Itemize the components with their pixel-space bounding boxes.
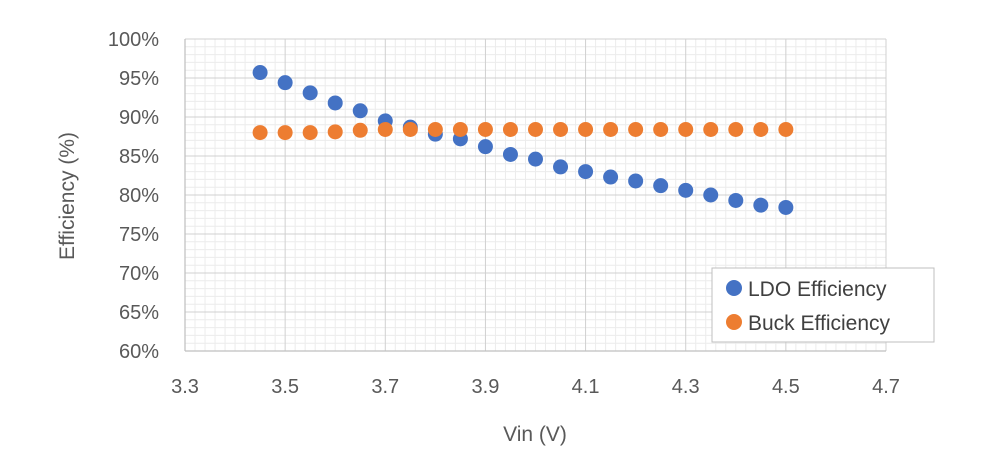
x-tick-label: 3.3 bbox=[171, 376, 199, 398]
data-point bbox=[653, 121, 669, 137]
y-tick-label: 65% bbox=[119, 302, 159, 324]
legend: LDO Efficiency Buck Efficiency bbox=[711, 267, 935, 343]
y-axis-title: Efficiency (%) bbox=[56, 132, 79, 260]
x-tick-label: 4.5 bbox=[772, 376, 800, 398]
data-point bbox=[528, 121, 543, 137]
data-point bbox=[628, 121, 644, 137]
data-point bbox=[302, 125, 318, 141]
data-point bbox=[252, 65, 268, 81]
legend-label-buck: Buck Efficiency bbox=[748, 312, 891, 335]
grid bbox=[184, 38, 887, 352]
data-point bbox=[327, 95, 343, 111]
data-point bbox=[678, 121, 694, 137]
data-point bbox=[778, 199, 794, 215]
y-tick-label: 60% bbox=[119, 341, 159, 363]
data-point bbox=[377, 121, 393, 137]
data-point bbox=[553, 121, 569, 137]
data-point bbox=[477, 121, 493, 137]
data-point bbox=[753, 197, 769, 213]
y-tick-label: 100% bbox=[108, 29, 159, 51]
legend-label-ldo: LDO Efficiency bbox=[748, 278, 887, 301]
data-point bbox=[703, 187, 719, 203]
data-point bbox=[502, 121, 518, 137]
data-point bbox=[553, 159, 569, 175]
y-tick-label: 70% bbox=[119, 263, 159, 285]
data-point bbox=[427, 121, 443, 137]
x-axis-title: Vin (V) bbox=[503, 423, 567, 446]
y-tick-label: 80% bbox=[119, 185, 159, 207]
x-tick-label: 3.9 bbox=[472, 376, 500, 398]
legend-marker-buck bbox=[726, 314, 742, 330]
data-point bbox=[603, 121, 619, 137]
x-tick-label: 3.7 bbox=[371, 376, 399, 398]
x-tick-label: 4.3 bbox=[672, 376, 700, 398]
data-point bbox=[628, 173, 644, 189]
data-point bbox=[778, 121, 794, 137]
data-point bbox=[277, 125, 293, 141]
data-point bbox=[327, 124, 343, 140]
x-tick-label: 3.5 bbox=[271, 376, 299, 398]
data-point bbox=[728, 121, 744, 137]
data-point bbox=[352, 122, 368, 138]
data-point bbox=[603, 169, 619, 185]
y-tick-label: 95% bbox=[119, 68, 159, 90]
y-tick-label: 90% bbox=[119, 107, 159, 129]
legend-marker-ldo bbox=[726, 280, 742, 296]
legend-box bbox=[711, 267, 935, 343]
y-tick-labels: 60% 65% 70% 75% 80% 85% 90% 95% 100% bbox=[108, 29, 159, 363]
x-tick-labels: 3.3 3.5 3.7 3.9 4.1 4.3 4.5 4.7 bbox=[171, 376, 900, 398]
data-point bbox=[578, 121, 594, 137]
data-point bbox=[753, 121, 769, 137]
data-point bbox=[452, 121, 468, 137]
data-point bbox=[653, 178, 669, 194]
series-1 bbox=[252, 121, 794, 141]
data-point bbox=[252, 125, 268, 141]
data-point bbox=[678, 182, 694, 198]
series-0 bbox=[252, 65, 794, 215]
data-point bbox=[578, 164, 594, 180]
data-point bbox=[728, 192, 744, 208]
data-point bbox=[402, 121, 418, 137]
data-point bbox=[302, 85, 318, 101]
x-tick-label: 4.1 bbox=[572, 376, 600, 398]
y-tick-label: 75% bbox=[119, 224, 159, 246]
data-point bbox=[703, 121, 719, 137]
data-points bbox=[252, 65, 794, 215]
data-point bbox=[477, 139, 493, 155]
data-point bbox=[528, 151, 543, 167]
axes bbox=[184, 39, 886, 352]
data-point bbox=[502, 146, 518, 162]
data-point bbox=[277, 75, 293, 91]
data-point bbox=[352, 103, 368, 119]
y-tick-label: 85% bbox=[119, 146, 159, 168]
x-tick-label: 4.7 bbox=[872, 376, 900, 398]
